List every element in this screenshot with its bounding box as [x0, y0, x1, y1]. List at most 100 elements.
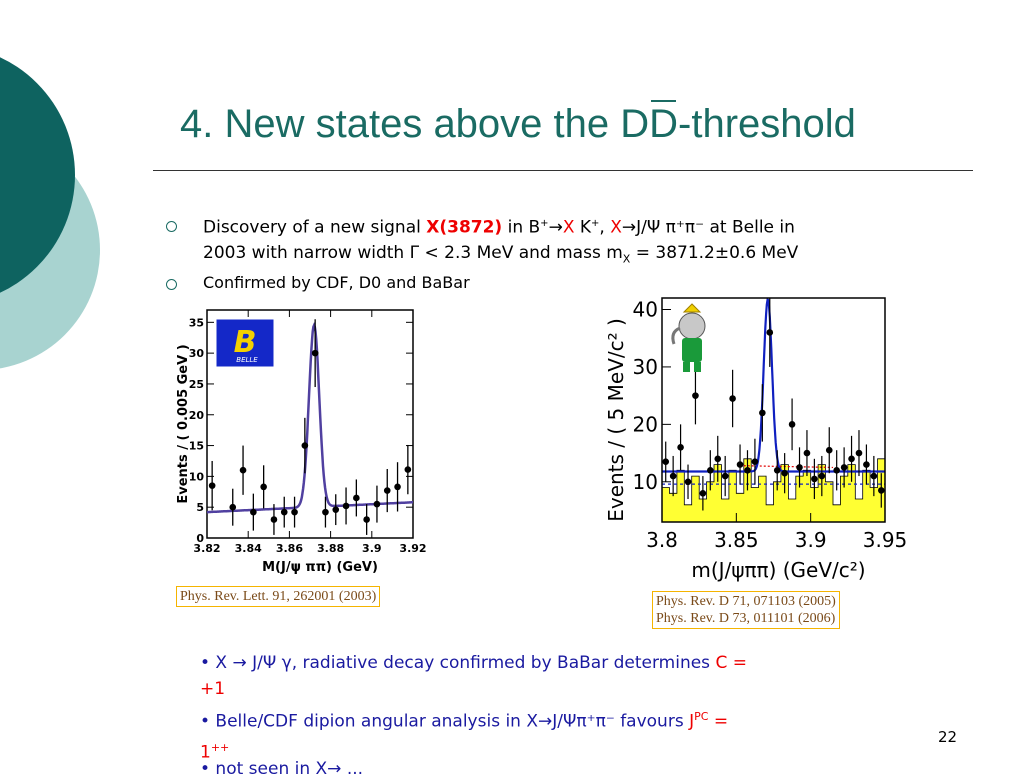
x-tick-label: 3.85 [714, 528, 759, 552]
citation-belle: Phys. Rev. Lett. 91, 262001 (2003) [176, 586, 381, 607]
data-point [736, 461, 744, 468]
x-tick-label: 3.9 [362, 542, 382, 555]
data-point [781, 469, 788, 477]
data-point [342, 502, 350, 510]
data-point [721, 472, 729, 480]
data-point [291, 508, 298, 516]
data-point [707, 467, 714, 474]
data-point [825, 446, 833, 454]
data-point [404, 466, 412, 473]
data-point [250, 508, 257, 516]
x-tick-label: 3.86 [276, 542, 303, 555]
data-point [692, 392, 699, 399]
data-point [229, 503, 237, 511]
y-tick-label: 30 [633, 355, 658, 379]
y-axis-label: Events / ( 0.005 GeV ) [176, 344, 191, 503]
data-point [280, 508, 288, 516]
y-tick-label: 20 [633, 412, 658, 436]
data-point [870, 472, 878, 480]
y-tick-label: 0 [196, 532, 204, 545]
plot-frame [661, 297, 886, 523]
data-point [833, 467, 840, 474]
y-tick-label: 35 [189, 316, 204, 329]
data-point [863, 461, 870, 468]
data-point [729, 395, 736, 402]
data-point [714, 455, 722, 463]
data-point [796, 464, 803, 471]
x-tick-label: 3.8 [646, 528, 678, 552]
data-point [394, 483, 401, 491]
elephant-suit [682, 338, 702, 362]
data-point [363, 516, 370, 523]
y-tick-label: 40 [633, 297, 658, 321]
page-title: 4. New states above the DD-threshold [180, 100, 856, 146]
data-point [208, 482, 216, 489]
data-point [855, 449, 863, 457]
data-point [818, 472, 826, 480]
y-tick-label: 5 [196, 501, 204, 514]
babar-chart: 10 20 30 40 3.8 3.85 3.9 3.95 m(J/ψππ) (GeV/c²) E… [604, 297, 907, 582]
elephant-leg [694, 362, 701, 372]
x-axis-label: m(J/ψππ) (GeV/c²) [691, 558, 865, 582]
data-point [239, 466, 247, 474]
data-point [699, 489, 707, 497]
elephant-crown [682, 303, 702, 313]
data-point [353, 494, 360, 502]
data-point [684, 478, 692, 486]
bullet-dipion-analysis: • Belle/CDF dipion angular analysis in X… [200, 710, 729, 763]
data-point [322, 508, 329, 516]
citation-babar: Phys. Rev. D 71, 071103 (2005) Phys. Rev… [652, 591, 840, 629]
data-point [311, 349, 319, 357]
y-tick-label: 25 [189, 378, 204, 391]
data-point [270, 516, 278, 523]
elephant-leg [683, 362, 690, 372]
bullet-radiative-decay: • X → J/Ψ γ, radiative decay confirmed b… [200, 653, 747, 699]
logo-letter: B [234, 325, 257, 360]
bullet-circle [166, 279, 177, 290]
data-point [332, 506, 340, 513]
x-tick-label: 3.92 [399, 542, 426, 555]
data-point [751, 458, 759, 465]
x-tick-label: 3.9 [795, 528, 827, 552]
data-point [766, 329, 774, 336]
x-tick-label: 3.84 [235, 542, 262, 555]
data-point [877, 487, 885, 494]
data-point [811, 475, 818, 483]
data-point [788, 421, 796, 428]
babar-elephant-icon [671, 303, 706, 372]
data-point [383, 487, 391, 494]
data-point [677, 444, 684, 451]
data-point [260, 483, 267, 491]
data-point [662, 458, 670, 465]
reflection-line [743, 465, 833, 469]
y-tick-label: 15 [189, 440, 204, 453]
title-divider [153, 170, 973, 171]
data-point [773, 467, 781, 474]
data-point [759, 409, 766, 417]
x-tick-label: 3.82 [193, 542, 220, 555]
logo-text: BELLE [236, 356, 258, 364]
dark-teal-circle [0, 57, 75, 293]
elephant-trunk [671, 326, 681, 345]
bullet-confirmed: Confirmed by CDF, D0 and BaBar [203, 273, 470, 292]
bullet-discovery: Discovery of a new signal X(3872) in B+→… [203, 217, 799, 266]
bullet-circle [166, 221, 177, 232]
page-number: 22 [938, 728, 958, 746]
data-point [848, 455, 855, 463]
data-point [803, 449, 811, 457]
belle-chart: 0 5 10 15 20 25 30 35 3.82 3.84 3.86 3.88 3.9 3.92 BBE… [176, 309, 427, 575]
data-point [669, 472, 677, 480]
x-tick-label: 3.88 [317, 542, 344, 555]
elephant-head [678, 312, 706, 340]
logo-box [216, 319, 274, 367]
y-tick-label: 30 [189, 347, 205, 360]
data-point [840, 464, 848, 471]
data-point [373, 500, 381, 508]
d-bar: D [649, 100, 679, 146]
y-tick-label: 10 [633, 470, 658, 494]
bullet-not-seen: • not seen in X→ ... [200, 759, 364, 779]
x-axis-label: M(J/ψ ππ) (GeV) [262, 560, 378, 575]
y-tick-label: 10 [189, 470, 205, 483]
